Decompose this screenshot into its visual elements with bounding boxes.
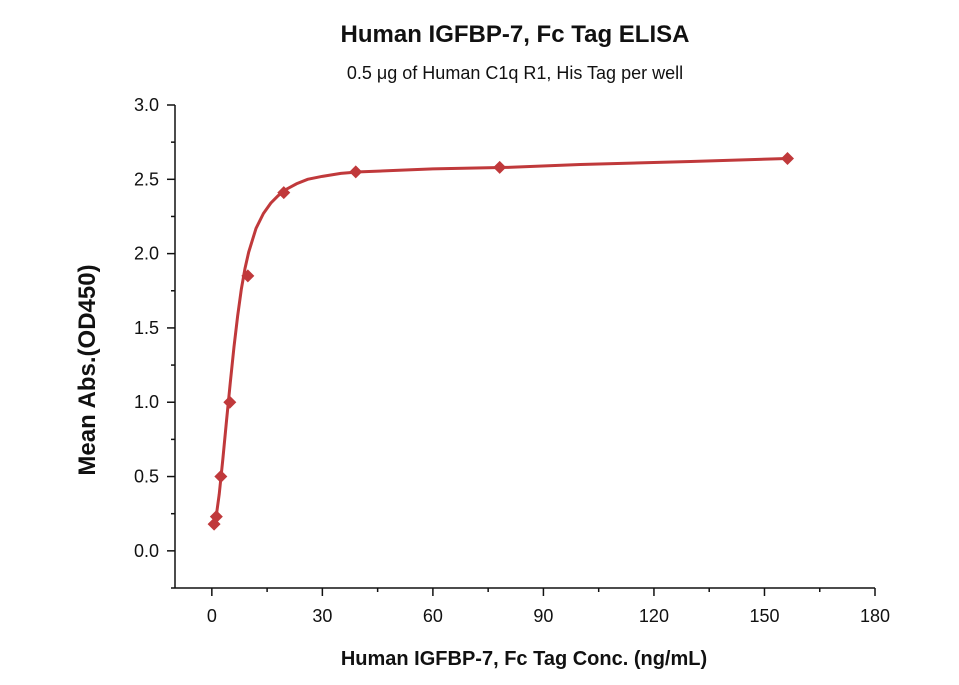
data-points-layer <box>207 152 794 531</box>
x-tick-label: 150 <box>749 606 779 626</box>
data-point <box>493 160 507 174</box>
y-tick-label: 0.5 <box>134 467 159 487</box>
x-tick-label: 90 <box>533 606 553 626</box>
x-axis-label: Human IGFBP-7, Fc Tag Conc. (ng/mL) <box>341 648 707 670</box>
y-tick-label: 1.5 <box>134 318 159 338</box>
data-point <box>214 470 228 484</box>
x-tick-label: 180 <box>860 606 890 626</box>
y-tick-label: 3.0 <box>134 95 159 115</box>
data-point <box>781 152 794 166</box>
y-tick-label: 2.5 <box>134 169 159 189</box>
y-axis-label: Mean Abs.(OD450) <box>74 264 101 475</box>
y-tick-label: 1.0 <box>134 392 159 412</box>
data-point <box>209 510 223 524</box>
x-tick-label: 0 <box>207 606 217 626</box>
data-point <box>241 269 255 283</box>
y-tick-label: 0.0 <box>134 541 159 561</box>
x-tick-label: 30 <box>312 606 332 626</box>
fit-curve-layer <box>212 157 788 529</box>
chart-title: Human IGFBP-7, Fc Tag ELISA <box>341 21 690 48</box>
x-tick-label: 60 <box>423 606 443 626</box>
chart-subtitle: 0.5 μg of Human C1q R1, His Tag per well <box>347 63 683 83</box>
y-tick-label: 2.0 <box>134 244 159 264</box>
x-tick-label: 120 <box>639 606 669 626</box>
data-point <box>277 186 291 200</box>
data-point <box>223 395 237 409</box>
fit-curve <box>212 157 788 529</box>
data-point <box>349 165 363 179</box>
axes: 0.0 0.5 1.0 1.5 2.0 2.5 3.0 0 30 60 90 120 150 180 <box>134 95 890 626</box>
